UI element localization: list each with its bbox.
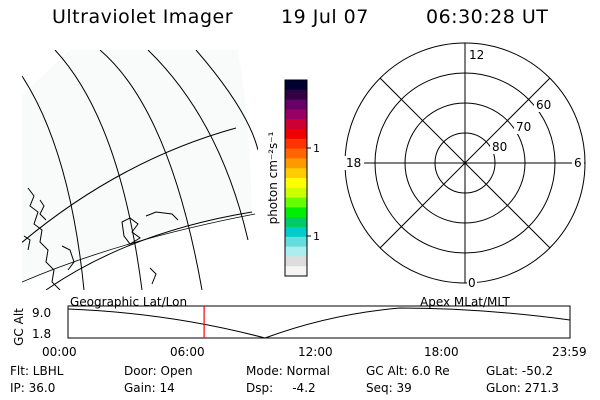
glon-readout: GLon: 271.3 bbox=[486, 381, 559, 395]
colorbar-cell bbox=[285, 256, 307, 267]
polar-axis bbox=[379, 77, 551, 249]
colorbar-cell bbox=[285, 138, 307, 150]
date-label: 19 Jul 07 bbox=[281, 6, 369, 28]
ip-readout: IP: 36.0 bbox=[10, 381, 56, 395]
colorbar-cell bbox=[285, 129, 307, 140]
meridian-line bbox=[99, 50, 203, 290]
colorbar-cell bbox=[285, 246, 307, 257]
coastline bbox=[39, 199, 47, 221]
mlt-label-12: 12 bbox=[469, 48, 484, 62]
mlat-label-80: 80 bbox=[492, 140, 507, 154]
colorbar-tick-label: 10 bbox=[313, 230, 320, 243]
coastline bbox=[27, 187, 61, 290]
gain-readout: Gain: 14 bbox=[124, 381, 175, 395]
polar-mlat-mlt-plot: 12 18 6 0 60 70 80 bbox=[344, 42, 586, 290]
meridian-line bbox=[195, 50, 258, 151]
meridian-line bbox=[54, 50, 143, 290]
door-readout: Door: Open bbox=[124, 364, 193, 378]
time-label: 06:30:28 UT bbox=[426, 6, 549, 28]
mlat-label-60: 60 bbox=[536, 98, 551, 112]
colorbar-cell bbox=[285, 109, 307, 120]
timeline-y-tick: 9.0 bbox=[32, 306, 51, 320]
meridian-line bbox=[147, 50, 249, 241]
colorbar-cell bbox=[285, 99, 307, 110]
colorbar-cell bbox=[285, 187, 307, 199]
colorbar-cell bbox=[285, 236, 307, 248]
colorbar-frame bbox=[284, 79, 308, 277]
colorbar: 100 10 photon cm⁻²s⁻¹ bbox=[266, 79, 320, 277]
colorbar-cell bbox=[285, 266, 307, 277]
coastline bbox=[121, 217, 141, 245]
label-bg bbox=[534, 98, 554, 112]
altitude-timeline: GC Alt 9.0 1.8 bbox=[12, 305, 571, 346]
timeline-x-tick: 18:00 bbox=[424, 345, 459, 359]
altitude-curve bbox=[67, 307, 571, 339]
colorbar-cell bbox=[285, 227, 307, 238]
mlat-label-70: 70 bbox=[516, 120, 531, 134]
colorbar-cell bbox=[285, 119, 307, 130]
label-bg bbox=[468, 48, 484, 62]
mode-readout: Mode: Normal bbox=[246, 364, 330, 378]
label-bg bbox=[467, 276, 477, 290]
latitude-line bbox=[22, 127, 237, 244]
gc-alt-readout: GC Alt: 6.0 Re bbox=[366, 364, 450, 378]
label-bg bbox=[344, 156, 364, 170]
timeline-x-tick: 06:00 bbox=[170, 345, 205, 359]
instrument-title: Ultraviolet Imager bbox=[52, 6, 234, 28]
mlt-label-6: 6 bbox=[574, 156, 582, 170]
colorbar-unit-label: photon cm⁻²s⁻¹ bbox=[266, 131, 280, 224]
colorbar-cell bbox=[285, 207, 307, 218]
colorbar-cell bbox=[285, 148, 307, 159]
label-bg bbox=[490, 140, 510, 154]
timeline-frame bbox=[67, 305, 571, 339]
timeline-x-tick: 00:00 bbox=[42, 345, 77, 359]
seq-readout: Seq: 39 bbox=[366, 381, 412, 395]
filter-readout: Flt: LBHL bbox=[10, 364, 64, 378]
colorbar-cell bbox=[285, 217, 307, 228]
coastline bbox=[149, 267, 157, 285]
latitude-line bbox=[45, 211, 253, 290]
coastline bbox=[23, 235, 31, 251]
dsp-readout: Dsp: -4.2 bbox=[246, 381, 316, 395]
label-bg bbox=[572, 156, 584, 170]
glat-readout: GLat: -50.2 bbox=[486, 364, 553, 378]
image-edge bbox=[22, 213, 256, 283]
timeline-y-tick: 1.8 bbox=[32, 327, 51, 341]
colorbar-cell bbox=[285, 197, 307, 208]
mlt-label-18: 18 bbox=[346, 156, 361, 170]
colorbar-gradient bbox=[285, 80, 307, 277]
coastline bbox=[145, 211, 179, 221]
colorbar-cell bbox=[285, 168, 307, 179]
timeline-x-tick: 23:59 bbox=[552, 345, 587, 359]
colorbar-cell bbox=[285, 158, 307, 169]
colorbar-tick-label: 100 bbox=[313, 142, 320, 155]
mlt-label-0: 0 bbox=[468, 276, 476, 290]
timeline-y-label: GC Alt bbox=[12, 308, 26, 346]
colorbar-cell bbox=[285, 80, 307, 91]
timeline-x-tick: 12:00 bbox=[298, 345, 333, 359]
geographic-map bbox=[22, 50, 258, 290]
label-bg bbox=[514, 120, 534, 134]
colorbar-cell bbox=[285, 89, 307, 101]
coastline bbox=[61, 245, 75, 271]
colorbar-cell bbox=[285, 178, 307, 189]
meridian-line bbox=[22, 75, 85, 290]
